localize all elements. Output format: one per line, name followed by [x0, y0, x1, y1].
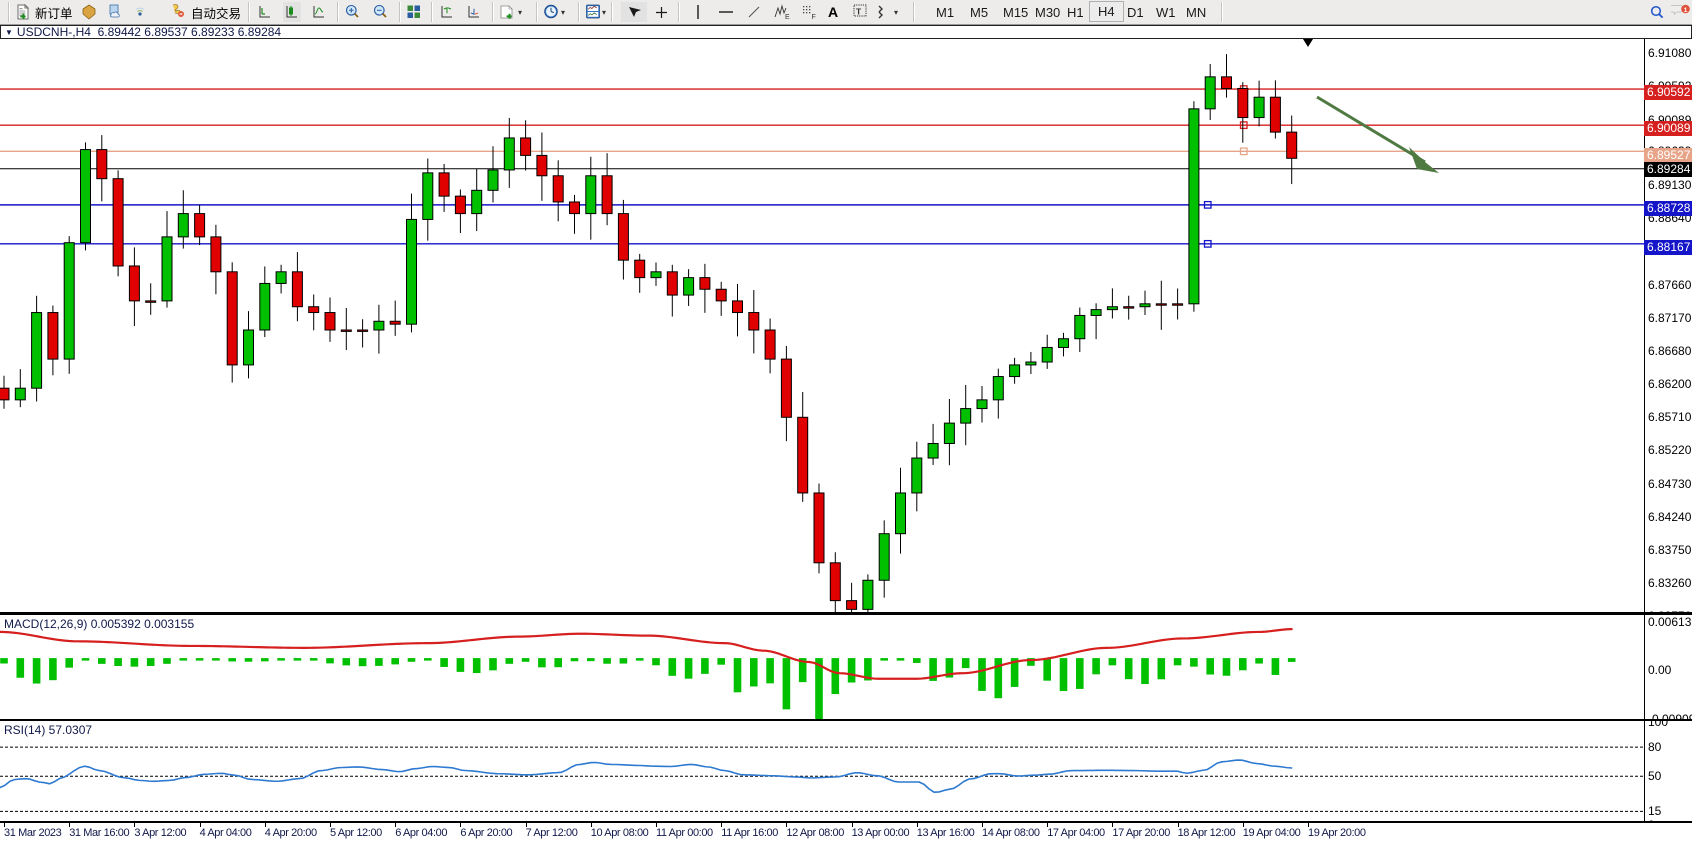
svg-text:E: E [785, 14, 790, 20]
svg-text:F: F [812, 14, 816, 20]
svg-text:1: 1 [1684, 6, 1688, 13]
svg-text:T: T [856, 7, 862, 17]
